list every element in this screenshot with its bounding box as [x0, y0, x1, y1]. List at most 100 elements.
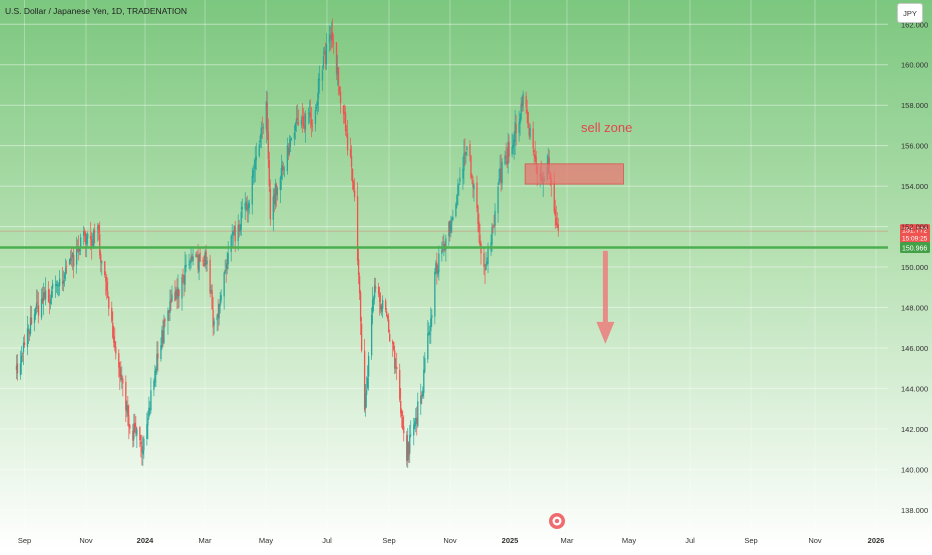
candle-body: [169, 301, 171, 313]
candle-body: [206, 260, 208, 265]
candle-body: [272, 196, 274, 220]
candle-body: [181, 276, 183, 299]
candle-body: [513, 139, 515, 147]
candle-body: [385, 300, 387, 310]
candle-body: [382, 300, 384, 309]
candle-body: [556, 223, 558, 225]
candle-body: [274, 183, 276, 205]
candle-body: [352, 181, 355, 190]
candle-body: [156, 354, 158, 371]
candle-body: [148, 407, 150, 418]
candle-body: [522, 93, 524, 107]
candle-body: [209, 259, 211, 294]
sell-zone-box: [524, 163, 624, 185]
candle-body: [40, 299, 43, 318]
candle-body: [21, 352, 24, 354]
candle-body: [33, 314, 36, 323]
candle-body: [491, 226, 493, 245]
candle-body: [416, 417, 418, 424]
candle-body: [436, 262, 438, 273]
candle-body: [239, 229, 241, 232]
candle-body: [508, 141, 510, 157]
candle-body: [245, 201, 247, 205]
candle-body: [335, 42, 338, 74]
candle-body: [526, 109, 528, 113]
candle-body: [300, 119, 303, 125]
candle-body: [429, 333, 431, 335]
candle-body: [43, 292, 46, 298]
candle-body: [232, 231, 234, 236]
candle-body: [314, 109, 317, 125]
candle-body: [140, 441, 142, 445]
sell-zone-label: sell zone: [581, 120, 632, 135]
candle-body: [304, 114, 307, 130]
candle-body: [48, 301, 51, 304]
candle-body: [415, 417, 417, 423]
candle-body: [136, 429, 138, 436]
candle-body: [358, 275, 361, 294]
candle-body: [255, 156, 257, 161]
candle-body: [367, 355, 370, 377]
price-axis-label: 162.000: [901, 20, 928, 29]
candle-body: [441, 249, 443, 254]
time-axis-label: 2025: [502, 536, 519, 545]
candle-body: [171, 294, 173, 302]
event-marker-icon[interactable]: [549, 513, 565, 529]
candle-body: [87, 233, 89, 239]
price-axis-label: 150.000: [901, 263, 928, 272]
candle-body: [465, 152, 467, 155]
candle-body: [469, 144, 471, 156]
candle-body: [337, 67, 340, 85]
candle-body: [472, 179, 474, 188]
time-axis-label: Mar: [561, 536, 574, 545]
candle-body: [244, 202, 246, 210]
candle-body: [501, 161, 503, 184]
candle-body: [143, 438, 145, 451]
candle-body: [139, 427, 141, 441]
candle-body: [485, 263, 487, 270]
currency-button[interactable]: JPY: [897, 3, 923, 23]
candle-body: [47, 289, 50, 303]
candle-body: [198, 254, 200, 272]
candle-body: [160, 345, 162, 359]
candle-body: [44, 290, 47, 300]
candle-body: [353, 190, 356, 198]
candle-body: [142, 450, 144, 455]
candle-body: [403, 426, 405, 434]
candle-body: [56, 284, 59, 286]
candle-body: [93, 229, 95, 248]
time-axis-label: Nov: [79, 536, 93, 545]
candle-body: [505, 155, 507, 160]
candle-body: [185, 264, 187, 268]
current-price-value: 151.772: [902, 228, 927, 235]
candle-body: [380, 304, 382, 310]
candle-body: [388, 319, 390, 332]
price-axis-label: 148.000: [901, 303, 928, 312]
candle-body: [265, 101, 267, 130]
candle-body: [50, 290, 53, 299]
time-axis-label: May: [259, 536, 273, 545]
candle-body: [119, 367, 121, 377]
candle-body: [100, 254, 102, 263]
candle-body: [293, 132, 296, 139]
candle-body: [363, 350, 366, 410]
candle-body: [98, 224, 100, 234]
candle-body: [267, 132, 269, 160]
candle-body: [479, 234, 481, 246]
candle-body: [189, 261, 191, 264]
candle-body: [128, 415, 130, 427]
candle-body: [241, 206, 243, 210]
candle-body: [84, 230, 86, 237]
candle-body: [121, 377, 123, 380]
candle-body: [204, 252, 206, 266]
candle-body: [37, 305, 40, 316]
candle-body: [260, 127, 262, 138]
time-axis-label: Mar: [199, 536, 212, 545]
candle-body: [339, 91, 342, 103]
candle-body: [406, 435, 408, 461]
candle-body: [534, 154, 536, 159]
candle-body: [112, 322, 114, 338]
